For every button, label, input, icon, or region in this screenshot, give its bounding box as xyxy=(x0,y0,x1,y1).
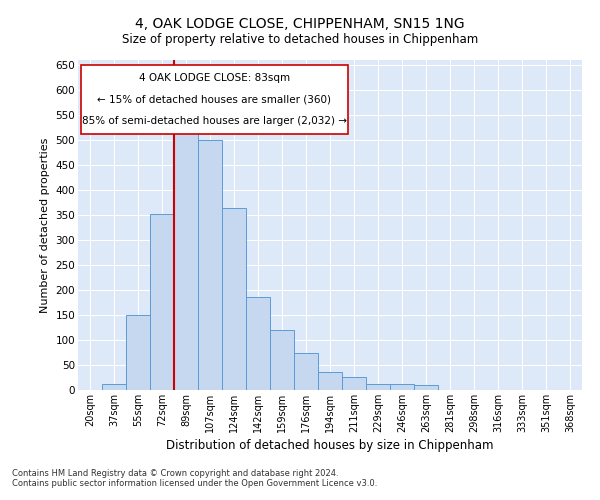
Bar xyxy=(414,385,438,390)
Text: 4, OAK LODGE CLOSE, CHIPPENHAM, SN15 1NG: 4, OAK LODGE CLOSE, CHIPPENHAM, SN15 1NG xyxy=(135,18,465,32)
Y-axis label: Number of detached properties: Number of detached properties xyxy=(40,138,50,312)
Bar xyxy=(174,125,198,390)
Text: ← 15% of detached houses are smaller (360): ← 15% of detached houses are smaller (36… xyxy=(97,94,331,104)
Text: Contains public sector information licensed under the Open Government Licence v3: Contains public sector information licen… xyxy=(12,479,377,488)
Bar xyxy=(198,140,222,390)
Bar xyxy=(222,208,246,390)
Text: Size of property relative to detached houses in Chippenham: Size of property relative to detached ho… xyxy=(122,32,478,46)
Bar xyxy=(390,384,414,390)
FancyBboxPatch shape xyxy=(80,65,347,134)
Bar xyxy=(102,384,126,390)
X-axis label: Distribution of detached houses by size in Chippenham: Distribution of detached houses by size … xyxy=(166,439,494,452)
Text: Contains HM Land Registry data © Crown copyright and database right 2024.: Contains HM Land Registry data © Crown c… xyxy=(12,469,338,478)
Text: 4 OAK LODGE CLOSE: 83sqm: 4 OAK LODGE CLOSE: 83sqm xyxy=(139,73,290,83)
Bar xyxy=(126,315,150,390)
Bar xyxy=(342,376,366,390)
Bar xyxy=(318,372,342,390)
Bar xyxy=(150,214,174,390)
Text: 85% of semi-detached houses are larger (2,032) →: 85% of semi-detached houses are larger (… xyxy=(82,116,347,126)
Bar xyxy=(294,352,318,390)
Bar xyxy=(270,330,294,390)
Bar xyxy=(366,384,390,390)
Bar xyxy=(246,296,270,390)
